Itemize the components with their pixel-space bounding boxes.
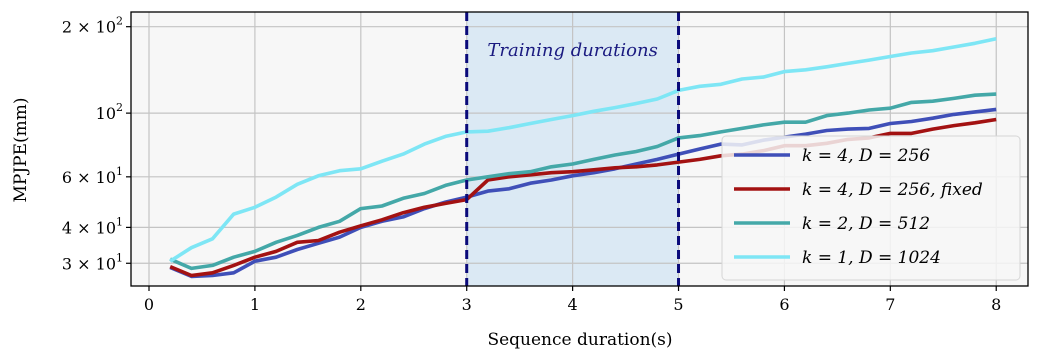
legend-label: k = 4, D = 256 bbox=[802, 146, 930, 166]
series-line bbox=[169, 37, 997, 263]
y-axis-label: MPJPE(mm) bbox=[11, 97, 31, 202]
legend-box bbox=[721, 135, 1021, 281]
x-tick-label: 8 bbox=[991, 295, 1001, 314]
x-ticks: 0 1 2 3 4 5 6 7 8 bbox=[144, 286, 1001, 314]
y-ticks: 3 × 101 4 × 101 6 × 101 102 2 × 102 bbox=[62, 15, 131, 273]
legend-label: k = 1, D = 1024 bbox=[802, 248, 941, 268]
training-durations-annotation: Training durations bbox=[487, 40, 657, 61]
y-tick-label: 3 × 101 bbox=[62, 251, 123, 273]
y-tick-label: 102 bbox=[96, 101, 123, 123]
x-axis-label: Sequence duration(s) bbox=[487, 330, 672, 350]
series-line bbox=[169, 107, 997, 279]
legend-label: k = 2, D = 512 bbox=[802, 214, 930, 234]
x-tick-label: 6 bbox=[779, 295, 789, 314]
x-tick-label: 5 bbox=[673, 295, 683, 314]
x-tick-label: 3 bbox=[462, 295, 472, 314]
x-tick-label: 0 bbox=[144, 295, 154, 314]
legend-label: k = 4, D = 256, fixed bbox=[802, 180, 983, 200]
x-tick-label: 1 bbox=[250, 295, 260, 314]
x-tick-label: 2 bbox=[356, 295, 366, 314]
y-tick-label: 6 × 101 bbox=[62, 165, 123, 187]
legend: k = 4, D = 256 k = 4, D = 256, fixed k = 2… bbox=[721, 135, 1021, 281]
y-tick-label: 2 × 102 bbox=[62, 15, 123, 37]
x-tick-label: 4 bbox=[568, 295, 578, 314]
plot-frame bbox=[130, 11, 1029, 287]
series-line bbox=[169, 92, 997, 271]
x-tick-label: 7 bbox=[885, 295, 895, 314]
y-tick-label: 4 × 101 bbox=[62, 215, 123, 237]
